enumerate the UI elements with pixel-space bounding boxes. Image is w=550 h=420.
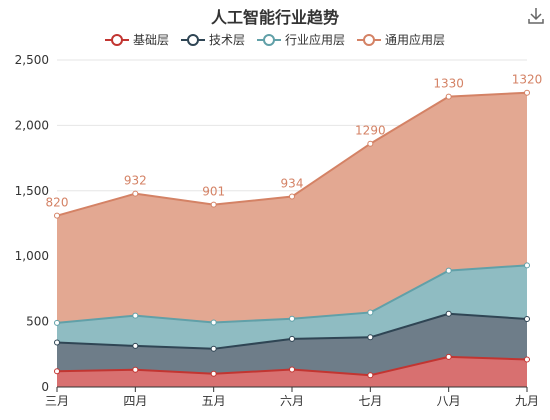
x-tick-label: 六月 (280, 394, 304, 408)
data-label: 1330 (433, 77, 464, 91)
legend-label: 行业应用层 (285, 33, 346, 47)
download-button[interactable] (526, 6, 546, 26)
data-point[interactable] (524, 315, 530, 322)
y-tick-label: 1,000 (15, 249, 49, 263)
data-point[interactable] (289, 366, 295, 373)
legend-label: 技术层 (208, 33, 245, 47)
y-tick-label: 500 (26, 315, 49, 329)
legend-label: 通用应用层 (385, 33, 446, 47)
legend-item[interactable]: 技术层 (180, 31, 245, 48)
x-tick-label: 八月 (437, 394, 461, 408)
data-point[interactable] (54, 212, 60, 219)
legend-swatch-icon (357, 33, 382, 46)
area-fill (57, 265, 527, 349)
chart-title: 人工智能行业趋势 (210, 8, 339, 27)
data-point[interactable] (132, 312, 139, 319)
data-point[interactable] (132, 190, 139, 197)
data-point[interactable] (445, 310, 452, 317)
x-tick-label: 三月 (45, 394, 69, 408)
data-point[interactable] (54, 339, 60, 346)
legend: 基础层 技术层 行业应用层 通用应用层 (0, 31, 550, 48)
x-tick-label: 四月 (123, 394, 147, 408)
area-fill (57, 92, 527, 323)
data-point[interactable] (210, 201, 217, 208)
data-point[interactable] (367, 372, 374, 379)
data-point[interactable] (210, 345, 217, 352)
legend-item[interactable]: 通用应用层 (357, 31, 445, 48)
data-point[interactable] (210, 319, 217, 326)
x-tick-label: 七月 (358, 394, 382, 408)
data-label: 932 (124, 174, 147, 188)
area-fill (57, 313, 527, 376)
download-icon (528, 8, 544, 24)
data-point[interactable] (132, 366, 139, 373)
data-point[interactable] (524, 262, 530, 269)
data-point[interactable] (210, 370, 217, 377)
data-point[interactable] (445, 93, 452, 100)
y-tick-label: 2,000 (15, 118, 49, 132)
legend-item[interactable]: 行业应用层 (257, 31, 345, 48)
data-label: 934 (281, 177, 304, 191)
data-labels: 820 932 901 934 1290 1330 1320 (46, 73, 543, 210)
data-point[interactable] (367, 309, 374, 316)
x-tick-label: 九月 (515, 394, 539, 408)
y-tick-label: 2,500 (15, 53, 49, 67)
data-point[interactable] (132, 342, 139, 349)
data-label: 1290 (355, 124, 386, 138)
y-tick-label: 0 (41, 380, 49, 394)
data-point[interactable] (289, 335, 295, 342)
data-label: 901 (202, 185, 225, 199)
data-point[interactable] (524, 356, 530, 363)
legend-swatch-icon (180, 33, 205, 46)
data-point[interactable] (367, 334, 374, 341)
data-point[interactable] (54, 319, 60, 326)
data-point[interactable] (54, 368, 60, 375)
data-point[interactable] (289, 193, 295, 200)
x-tick-label: 五月 (202, 394, 226, 408)
y-tick-label: 1,500 (15, 184, 49, 198)
data-point[interactable] (367, 140, 374, 147)
axes: 0 500 1,000 1,500 2,000 2,500 三月 四月 五月 六月 七月 八月 九月 (15, 53, 539, 408)
legend-item[interactable]: 基础层 (104, 31, 169, 48)
legend-swatch-icon (104, 33, 129, 46)
data-point[interactable] (445, 353, 452, 360)
legend-swatch-icon (257, 33, 281, 46)
data-point[interactable] (524, 89, 530, 96)
data-label: 820 (46, 196, 69, 210)
area-series (54, 89, 530, 387)
data-point[interactable] (289, 315, 295, 322)
data-point[interactable] (445, 267, 452, 274)
data-label: 1320 (512, 73, 543, 87)
legend-label: 基础层 (132, 33, 169, 47)
